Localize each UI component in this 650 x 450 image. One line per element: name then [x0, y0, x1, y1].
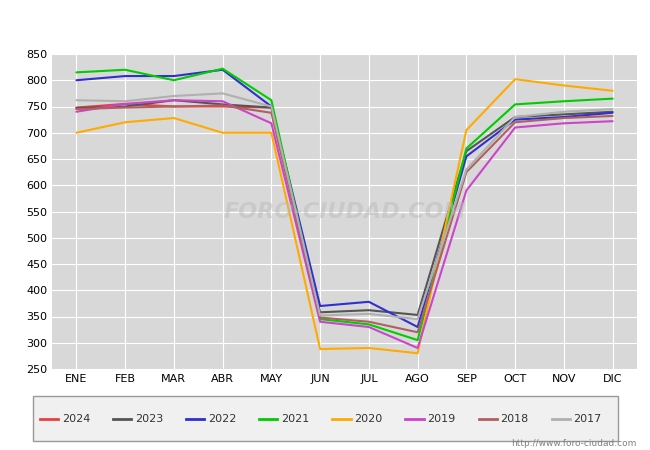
Text: 2023: 2023 — [135, 414, 163, 423]
Text: 2017: 2017 — [573, 414, 602, 423]
Text: 2022: 2022 — [208, 414, 237, 423]
Text: 2020: 2020 — [354, 414, 382, 423]
Text: 2024: 2024 — [62, 414, 90, 423]
Text: Afiliados en Rafelcofer a 31/5/2024: Afiliados en Rafelcofer a 31/5/2024 — [166, 11, 484, 29]
FancyBboxPatch shape — [32, 396, 617, 441]
Text: FORO-CIUDAD.COM: FORO-CIUDAD.COM — [223, 202, 466, 221]
Text: 2018: 2018 — [500, 414, 528, 423]
Text: 2021: 2021 — [281, 414, 309, 423]
Text: http://www.foro-ciudad.com: http://www.foro-ciudad.com — [512, 439, 637, 448]
Text: 2019: 2019 — [427, 414, 456, 423]
